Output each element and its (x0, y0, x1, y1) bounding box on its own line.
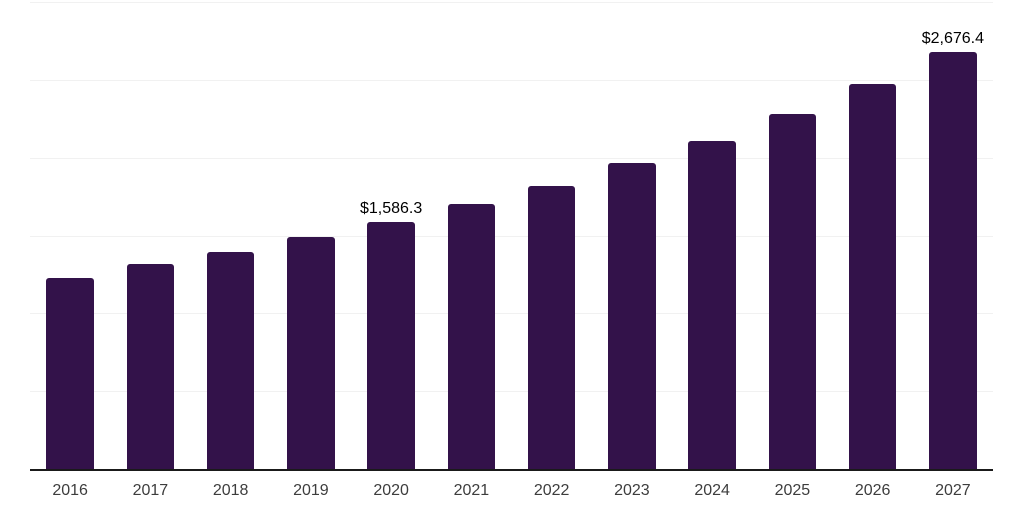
bar-2022[interactable] (527, 185, 576, 469)
gridline-1000 (30, 313, 993, 315)
bar-2024[interactable] (688, 141, 736, 469)
x-tick-2019: 2019 (293, 482, 329, 499)
bar-2026[interactable] (848, 83, 897, 469)
bar-2021[interactable] (447, 204, 496, 469)
x-tick-2025: 2025 (774, 482, 811, 499)
gridlines (30, 2, 993, 469)
bar-2023[interactable] (608, 163, 656, 469)
plot-area: $1,586.3 $2,676.4 (30, 2, 993, 471)
bar-2027[interactable] (929, 52, 977, 469)
bar-2025[interactable] (768, 114, 817, 469)
x-axis-labels: 2016 2017 2018 2019 2020 2021 2022 2023 2024 2025… (0, 482, 1024, 504)
gridline-3000 (30, 2, 993, 3)
bar-2018[interactable] (206, 251, 255, 469)
x-tick-2027: 2027 (935, 482, 971, 499)
x-tick-2024: 2024 (694, 482, 730, 499)
gridline-1500 (30, 235, 993, 237)
bars: $1,586.3 $2,676.4 (30, 2, 993, 469)
x-tick-2022: 2022 (533, 482, 570, 499)
gridline-500 (30, 391, 993, 393)
gridline-2000 (30, 157, 993, 159)
data-label-2027: $2,676.4 (921, 30, 985, 48)
x-tick-2023: 2023 (614, 482, 650, 499)
x-tick-2016: 2016 (52, 482, 88, 499)
data-label-2020: $1,586.3 (359, 200, 423, 218)
x-tick-2026: 2026 (854, 482, 891, 499)
bar-2017[interactable] (126, 264, 175, 469)
gridline-2500 (30, 79, 993, 81)
x-tick-2017: 2017 (132, 482, 169, 499)
bar-2020[interactable] (367, 222, 415, 469)
bar-2016[interactable] (46, 277, 94, 469)
x-tick-2020: 2020 (373, 482, 409, 499)
x-axis-line (30, 469, 993, 471)
bar-2019[interactable] (287, 237, 335, 469)
x-tick-2018: 2018 (212, 482, 249, 499)
x-tick-2021: 2021 (453, 482, 490, 499)
